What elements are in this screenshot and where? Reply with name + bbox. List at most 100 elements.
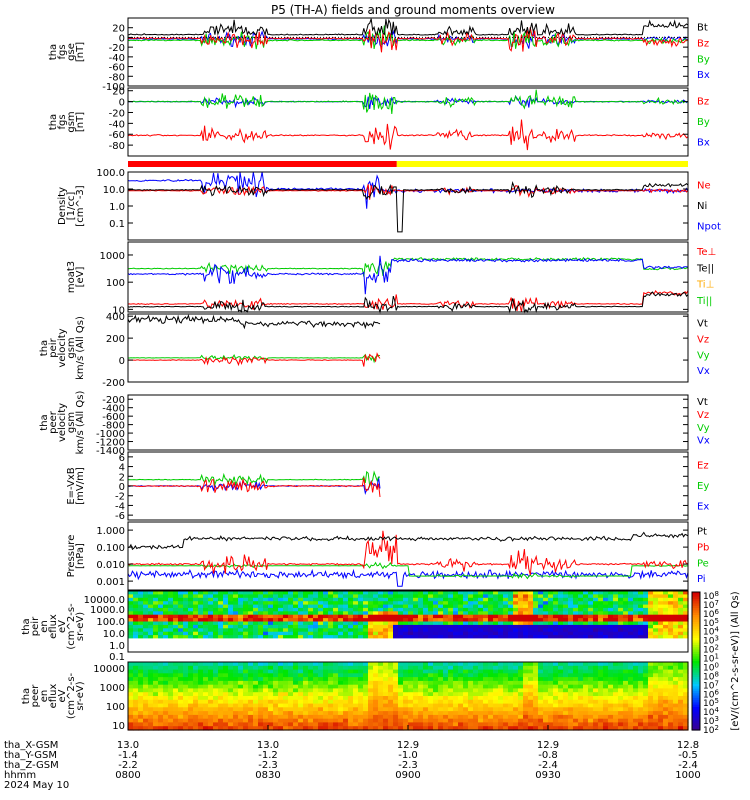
peir-spec-cell — [138, 628, 144, 633]
peir-spec-cell — [558, 648, 564, 653]
peer-spec-cell — [553, 677, 559, 682]
peir-spec-cell — [443, 624, 449, 629]
peir-spec-cell — [223, 624, 229, 629]
peir-spec-cell — [563, 604, 569, 609]
peer-spec-cell — [183, 680, 189, 686]
peir-spec-cell — [663, 645, 669, 650]
bgse-ytick-label: -100 — [102, 82, 125, 93]
peer-spec-cell — [383, 726, 389, 731]
peer-spec-cell — [273, 688, 279, 693]
peir-spec-cell — [338, 645, 344, 650]
peir-spec-cell — [488, 604, 494, 609]
peir-spec-cell — [648, 628, 654, 633]
peir-spec-cell — [643, 628, 649, 633]
peer-spec-cell — [278, 684, 284, 690]
peer-spec-cell — [278, 726, 284, 731]
peir-spec-cell — [648, 624, 654, 629]
peir-spec-cell — [553, 604, 559, 609]
peer-spec-cell — [258, 714, 264, 720]
peir-spec-cell — [443, 611, 449, 616]
peer-spec-cell — [453, 680, 459, 686]
peir-spec-cell — [268, 628, 274, 633]
peir-spec-cell — [323, 631, 329, 636]
peer-spec-cell — [438, 714, 444, 720]
peer-spec-cell — [403, 718, 409, 724]
peer-spec-cell — [468, 669, 474, 674]
peir-spec-cell — [643, 631, 649, 636]
peer-spec-cell — [358, 722, 364, 727]
peir-spec-cell — [583, 604, 589, 609]
peir-spec-cell — [273, 607, 279, 612]
peer-spec-cell — [258, 669, 264, 674]
peir-spec-cell — [203, 624, 209, 629]
peir-spec-cell — [513, 601, 519, 606]
peir-spec-cell — [128, 635, 134, 640]
peir-spec-cell — [258, 607, 264, 612]
peer-spec-cell — [223, 707, 229, 712]
peir-spec-cell — [513, 607, 519, 612]
peir-spec-cell — [583, 645, 589, 650]
peer-spec-cell — [493, 684, 499, 690]
peer-spec-cell — [313, 726, 319, 731]
peir-spec-cell — [418, 611, 424, 616]
peir-spec-cell — [423, 594, 429, 599]
efield-ytick-label: 4 — [119, 463, 125, 474]
efield-ytick-label: 6 — [119, 453, 125, 464]
peer-spec-ytick-label: 10000 — [93, 664, 125, 675]
peir-spec-cell — [303, 624, 309, 629]
peer-spec-cell — [658, 726, 664, 731]
peer-spec-cell — [448, 692, 454, 697]
peer-spec-cell — [513, 677, 519, 682]
peir-spec-cell — [448, 618, 454, 623]
peer-spec-cell — [653, 662, 659, 667]
peir-spec-cell — [648, 638, 654, 643]
peir-spec-cell — [298, 638, 304, 643]
peir-spec-cell — [648, 641, 654, 646]
peir-spec-cell — [658, 641, 664, 646]
peir-spec-cell — [643, 645, 649, 650]
peer-spec-cell — [198, 714, 204, 720]
peir-spec-cell — [178, 594, 184, 599]
peir-spec-cell — [493, 641, 499, 646]
peir-spec-cell — [578, 635, 584, 640]
peer-spec-cell — [623, 692, 629, 697]
peer-spec-cell — [618, 665, 624, 671]
peir-spec-cell — [468, 628, 474, 633]
peir-spec-cell — [483, 607, 489, 612]
peer-spec-cell — [588, 718, 594, 724]
peir-spec-cell — [393, 621, 399, 626]
peir-spec-cell — [168, 631, 174, 636]
peir-spec-cell — [183, 631, 189, 636]
peir-spec-cell — [448, 591, 454, 595]
peer-spec-cell — [343, 696, 349, 701]
peer-spec-cell — [463, 677, 469, 682]
peir-spec-cell — [178, 638, 184, 643]
peir-spec-cell — [198, 614, 204, 619]
peir-spec-cell — [623, 638, 629, 643]
peir-spec-cell — [488, 635, 494, 640]
peir-spec-cell — [248, 591, 254, 595]
peir-spec-cell — [423, 624, 429, 629]
peer-spec-cell — [318, 677, 324, 682]
peir-spec-cell — [563, 614, 569, 619]
peir-spec-cell — [383, 607, 389, 612]
peir-spec-cell — [568, 618, 574, 623]
peer-spec-cell — [133, 669, 139, 674]
xaxis-tick-label: 13.0 — [257, 740, 279, 751]
peir-spec-cell — [658, 611, 664, 616]
peir-spec-cell — [203, 614, 209, 619]
peir-spec-cell — [203, 607, 209, 612]
peer-spec-cell — [468, 677, 474, 682]
peer-spec-cell — [663, 692, 669, 697]
peer-spec-cell — [208, 726, 214, 731]
peir-spec-cell — [183, 614, 189, 619]
peer-spec-cell — [548, 714, 554, 720]
peir-spec-cell — [488, 601, 494, 606]
peir-spec-cell — [383, 621, 389, 626]
peer_spec-ylabel: peer — [30, 684, 41, 708]
peir-spec-cell — [448, 614, 454, 619]
peir-spec-cell — [663, 635, 669, 640]
peir-spec-cell — [508, 624, 514, 629]
peer-spec-cell — [138, 684, 144, 690]
peir-spec-cell — [163, 628, 169, 633]
